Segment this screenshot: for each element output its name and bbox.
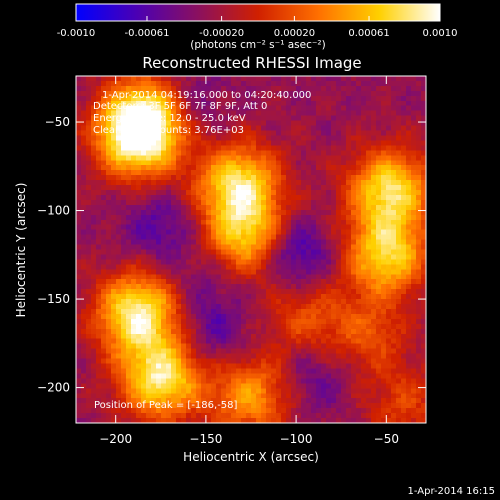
annotation-total-counts: Clean. Total counts: 3.76E+03 bbox=[93, 125, 244, 136]
x-tick-label: −50 bbox=[374, 432, 399, 446]
y-tick-label: −50 bbox=[45, 115, 70, 129]
colorbar-tick-label: -0.00061 bbox=[124, 28, 169, 39]
annotations: 1-Apr-2014 04:19:16.000 to 04:20:40.000 … bbox=[93, 90, 311, 411]
annotation-peak-position: Position of Peak = [-186,-58] bbox=[94, 400, 238, 411]
y-axis: −50 −100 −150 −200 bbox=[37, 115, 426, 395]
footer-timestamp: 1-Apr-2014 16:15 bbox=[408, 486, 495, 497]
y-tick-label: −200 bbox=[37, 381, 70, 395]
x-tick-label: −200 bbox=[99, 432, 132, 446]
colorbar-tick-label: -0.00020 bbox=[199, 28, 244, 39]
colorbar: -0.0010 -0.00061 -0.00020 0.00020 0.00061 0.0… bbox=[57, 3, 458, 51]
colorbar-ticks: -0.0010 -0.00061 -0.00020 0.00020 0.00061 0.0… bbox=[57, 16, 458, 39]
annotation-time-range: 1-Apr-2014 04:19:16.000 to 04:20:40.000 bbox=[102, 90, 311, 101]
colorbar-strip bbox=[75, 3, 441, 22]
colorbar-tick-label: 0.00061 bbox=[348, 28, 389, 39]
colorbar-tick-label: -0.0010 bbox=[57, 28, 96, 39]
plot-frame bbox=[75, 75, 427, 424]
heatmap-image bbox=[76, 76, 426, 423]
annotation-detectors: Detectors: 3F 5F 6F 7F 8F 9F, Att 0 bbox=[93, 101, 267, 112]
colorbar-tick-label: 0.0010 bbox=[423, 28, 458, 39]
y-axis-label: Heliocentric Y (arcsec) bbox=[14, 183, 28, 318]
y-tick-label: −150 bbox=[37, 292, 70, 306]
heatmap-raster bbox=[76, 76, 426, 423]
x-tick-label: −100 bbox=[280, 432, 313, 446]
x-tick-label: −150 bbox=[189, 432, 222, 446]
annotation-energy-range: Energy Range: 12.0 - 25.0 keV bbox=[93, 113, 246, 124]
y-tick-label: −100 bbox=[37, 204, 70, 218]
x-axis: −200 −150 −100 −50 bbox=[99, 76, 399, 446]
chart-title: Reconstructed RHESSI Image bbox=[142, 54, 361, 72]
colorbar-tick-label: 0.00020 bbox=[274, 28, 315, 39]
colorbar-units-label: (photons cm⁻² s⁻¹ asec⁻²) bbox=[190, 39, 325, 51]
x-axis-label: Heliocentric X (arcsec) bbox=[183, 450, 319, 464]
